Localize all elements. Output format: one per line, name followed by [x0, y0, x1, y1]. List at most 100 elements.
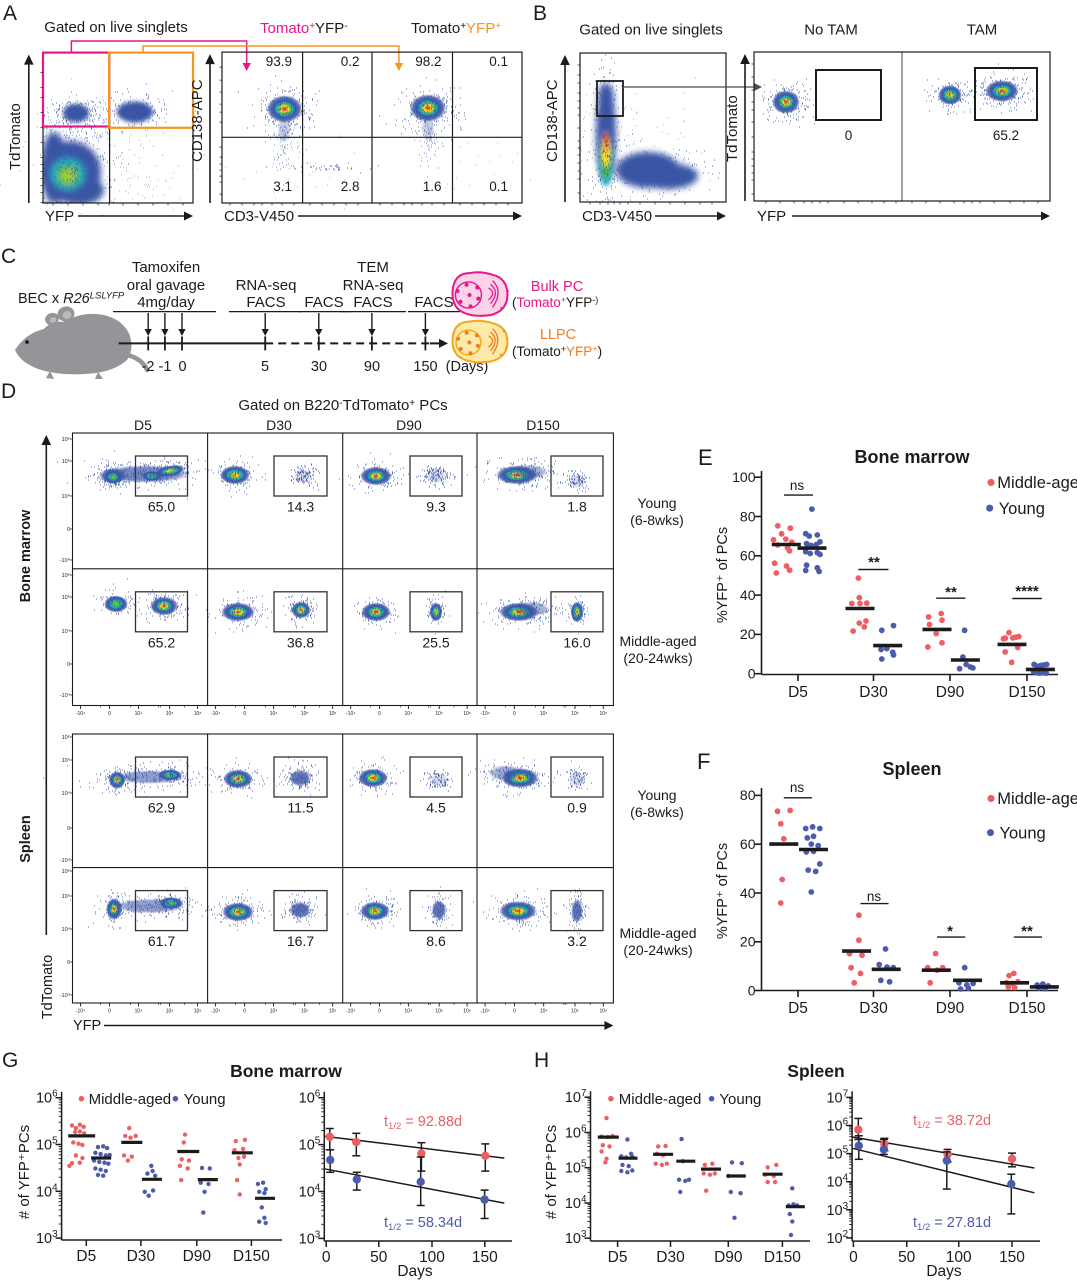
- svg-text:# of YFP⁺PCs: # of YFP⁺PCs: [16, 1125, 33, 1219]
- svg-text:CD138-APC: CD138-APC: [544, 79, 561, 162]
- svg-text:D90: D90: [396, 417, 422, 433]
- svg-text:5: 5: [261, 359, 269, 375]
- svg-text:98.2: 98.2: [415, 54, 441, 69]
- svg-text:(20-24wks): (20-24wks): [623, 942, 692, 958]
- svg-text:YFP: YFP: [757, 208, 786, 225]
- svg-text:FACS: FACS: [304, 294, 343, 311]
- svg-text:0: 0: [849, 1249, 858, 1266]
- svg-text:D150: D150: [526, 417, 560, 433]
- svg-text:TdTomato: TdTomato: [724, 95, 741, 162]
- svg-text:80: 80: [740, 508, 756, 524]
- svg-text:G: G: [2, 1049, 18, 1072]
- svg-text:LLPC: LLPC: [540, 327, 576, 343]
- svg-text:D5: D5: [134, 417, 152, 433]
- svg-text:8.6: 8.6: [426, 933, 446, 949]
- svg-text:Young: Young: [719, 1091, 761, 1108]
- svg-text:10⁴: 10⁴: [62, 493, 71, 500]
- svg-text:62.9: 62.9: [148, 800, 175, 816]
- svg-text:D5: D5: [788, 684, 808, 701]
- svg-text:-10⁴: -10⁴: [346, 1009, 355, 1015]
- svg-text:Gated on live singlets: Gated on live singlets: [44, 19, 187, 36]
- svg-text:Young: Young: [637, 787, 676, 803]
- svg-text:Young: Young: [999, 500, 1045, 518]
- svg-text:Spleen: Spleen: [882, 759, 941, 779]
- svg-text:TAM: TAM: [967, 22, 998, 39]
- svg-text:**: **: [1021, 923, 1033, 940]
- svg-text:100: 100: [946, 1249, 972, 1266]
- svg-text:0: 0: [748, 666, 756, 682]
- svg-text:25.5: 25.5: [422, 634, 449, 650]
- svg-text:10⁴: 10⁴: [62, 926, 71, 933]
- svg-text:**: **: [945, 584, 957, 601]
- svg-text:F: F: [697, 749, 710, 774]
- svg-text:10⁵: 10⁵: [166, 711, 174, 717]
- svg-text:-10⁴: -10⁴: [211, 711, 220, 717]
- svg-text:-10⁴: -10⁴: [60, 692, 71, 699]
- svg-text:0: 0: [243, 1009, 246, 1015]
- svg-text:FACS: FACS: [353, 294, 392, 311]
- svg-text:1.6: 1.6: [423, 179, 442, 194]
- svg-text:D30: D30: [656, 1249, 685, 1266]
- svg-text:D90: D90: [183, 1248, 212, 1265]
- svg-text:93.9: 93.9: [266, 54, 292, 69]
- svg-text:10⁶: 10⁶: [463, 711, 471, 717]
- svg-text:10⁴: 10⁴: [62, 790, 71, 797]
- svg-text:E: E: [698, 445, 713, 470]
- svg-text:(6-8wks): (6-8wks): [630, 804, 684, 820]
- svg-text:%YFP⁺ of PCs: %YFP⁺ of PCs: [715, 527, 731, 623]
- svg-text:0: 0: [322, 1249, 331, 1266]
- svg-text:65.2: 65.2: [993, 128, 1019, 143]
- svg-text:D150: D150: [1008, 1000, 1045, 1017]
- svg-text:90: 90: [364, 359, 380, 375]
- svg-text:10⁵: 10⁵: [435, 1009, 443, 1015]
- svg-text:-10⁴: -10⁴: [76, 1009, 85, 1015]
- svg-text:D150: D150: [764, 1249, 801, 1266]
- svg-text:50: 50: [370, 1249, 388, 1266]
- svg-text:-10⁴: -10⁴: [60, 857, 71, 864]
- svg-text:Bone marrow: Bone marrow: [230, 1061, 342, 1081]
- svg-text:*: *: [947, 923, 953, 940]
- svg-text:10⁶: 10⁶: [62, 436, 70, 443]
- svg-text:80: 80: [740, 787, 756, 803]
- svg-text:0: 0: [748, 982, 756, 998]
- svg-text:Tomato+YFP-: Tomato+YFP-: [260, 20, 348, 37]
- svg-text:100: 100: [732, 469, 756, 485]
- svg-text:CD3-V450: CD3-V450: [224, 208, 294, 225]
- svg-text:Gated on live singlets: Gated on live singlets: [579, 22, 722, 39]
- svg-text:100: 100: [419, 1249, 445, 1266]
- svg-text:36.8: 36.8: [287, 634, 314, 650]
- svg-text:Young: Young: [1000, 825, 1046, 843]
- svg-text:16.7: 16.7: [287, 933, 314, 949]
- svg-text:Middle-aged: Middle-aged: [997, 790, 1077, 808]
- svg-text:YFP: YFP: [73, 1018, 101, 1034]
- svg-text:20: 20: [740, 934, 756, 950]
- svg-text:10⁵: 10⁵: [62, 458, 70, 465]
- svg-text:10⁴: 10⁴: [135, 711, 143, 717]
- svg-text:10⁶: 10⁶: [329, 711, 337, 717]
- svg-text:RNA-seq: RNA-seq: [343, 277, 404, 294]
- svg-text:RNA-seq: RNA-seq: [236, 277, 297, 294]
- svg-text:Bulk PC: Bulk PC: [531, 279, 583, 295]
- svg-text:10⁴: 10⁴: [270, 1009, 278, 1015]
- svg-text:-2: -2: [142, 359, 155, 375]
- svg-text:65.2: 65.2: [148, 634, 175, 650]
- svg-text:oral gavage: oral gavage: [127, 277, 205, 294]
- svg-text:# of YFP⁺PCs: # of YFP⁺PCs: [543, 1125, 560, 1219]
- svg-text:A: A: [3, 2, 17, 25]
- svg-text:-1: -1: [159, 359, 172, 375]
- svg-text:D5: D5: [608, 1249, 628, 1266]
- svg-text:No TAM: No TAM: [804, 22, 858, 39]
- svg-text:10⁵: 10⁵: [571, 1009, 579, 1015]
- svg-text:D5: D5: [788, 1000, 808, 1017]
- svg-text:50: 50: [898, 1249, 916, 1266]
- svg-text:H: H: [534, 1049, 549, 1072]
- svg-text:ns: ns: [790, 780, 805, 795]
- svg-text:CD3-V450: CD3-V450: [582, 208, 652, 225]
- svg-text:YFP: YFP: [45, 208, 74, 225]
- svg-text:TdTomato: TdTomato: [7, 103, 24, 170]
- svg-text:10⁵: 10⁵: [301, 711, 309, 717]
- svg-text:Young: Young: [637, 495, 676, 511]
- svg-text:(Tomato+YFP+): (Tomato+YFP+): [512, 344, 602, 359]
- svg-text:D90: D90: [936, 684, 965, 701]
- svg-text:150: 150: [413, 359, 437, 375]
